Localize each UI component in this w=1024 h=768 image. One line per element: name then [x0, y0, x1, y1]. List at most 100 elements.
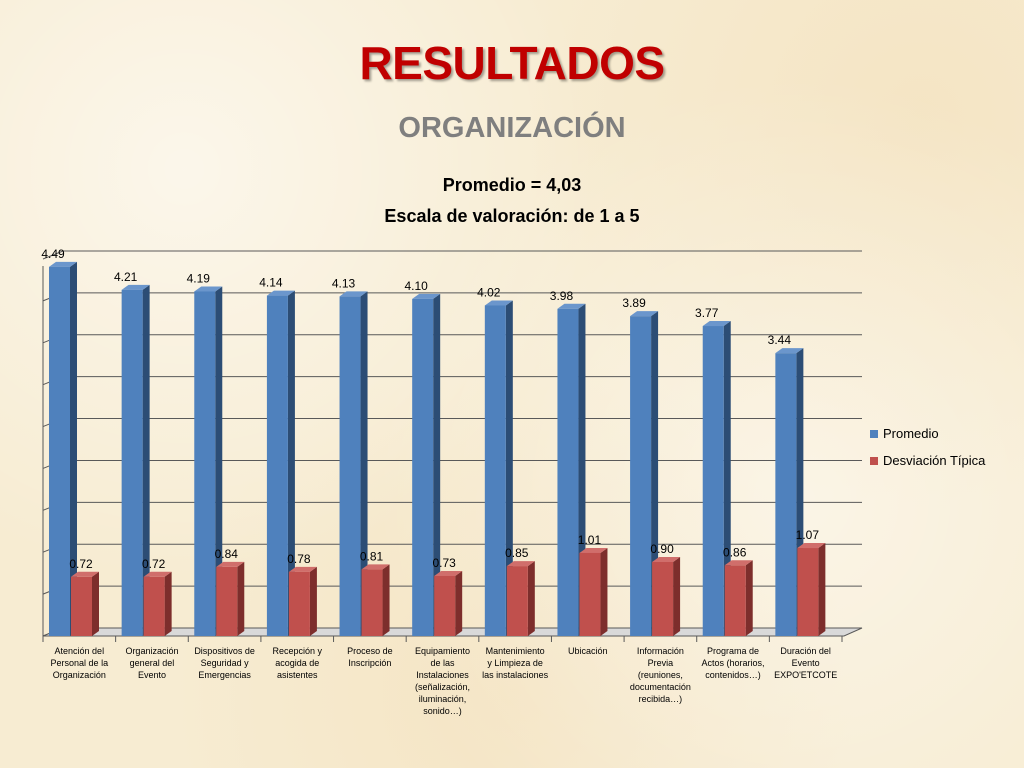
bar-promedio	[266, 295, 288, 636]
legend-swatch-desviacion	[870, 456, 878, 465]
chart-legend: Promedio Desviación Típica	[870, 426, 985, 480]
bar-desviacion-side	[745, 560, 753, 636]
category-label: Organización	[125, 646, 178, 656]
bar-desviacion	[143, 576, 165, 636]
legend-label-desviacion: Desviación Típica	[883, 453, 986, 468]
gridline-side	[42, 250, 64, 260]
category-label: contenidos…)	[705, 670, 761, 680]
bar-promedio-top	[194, 286, 223, 292]
data-label-desviacion: 0.78	[287, 552, 311, 566]
data-label-desviacion: 0.72	[142, 557, 166, 571]
data-label-promedio: 4.49	[41, 247, 65, 261]
category-label: (reuniones,	[638, 670, 683, 680]
data-label-promedio: 4.19	[187, 271, 211, 285]
bar-desviacion-side	[164, 571, 172, 636]
bar-promedio-top	[484, 300, 513, 306]
bar-promedio	[484, 305, 506, 636]
category-label: Información	[637, 646, 684, 656]
bar-desviacion-top	[288, 566, 317, 572]
bar-desviacion-side	[527, 561, 535, 636]
bar-promedio-top	[557, 303, 586, 309]
data-label-promedio: 3.98	[550, 289, 574, 303]
legend-label-promedio: Promedio	[883, 426, 939, 441]
category-label: Inscripción	[348, 658, 391, 668]
bar-promedio	[194, 291, 216, 636]
bar-desviacion-side	[382, 564, 390, 636]
data-label-desviacion: 0.73	[433, 556, 457, 570]
bar-desviacion-side	[92, 571, 99, 636]
data-label-promedio: 3.77	[695, 306, 719, 320]
bar-desviacion	[288, 571, 310, 636]
bar-promedio	[121, 289, 143, 636]
category-label: Instalaciones	[416, 670, 469, 680]
bar-desviacion-side	[600, 547, 608, 636]
data-label-promedio: 4.02	[477, 285, 501, 299]
bar-promedio-side	[142, 284, 150, 636]
data-label-desviacion: 1.07	[796, 528, 820, 542]
bar-desviacion-side	[673, 557, 681, 636]
bar-promedio-side	[70, 261, 77, 636]
data-label-promedio: 4.14	[259, 276, 283, 290]
bar-promedio	[630, 316, 652, 636]
bar-desviacion-top	[797, 543, 826, 549]
bar-promedio-top	[702, 321, 731, 327]
bar-promedio-side	[287, 290, 295, 636]
category-label: Duración del	[780, 646, 831, 656]
bar-promedio-side	[651, 311, 659, 636]
category-label: (señalización,	[415, 682, 470, 692]
data-label-desviacion: 0.90	[650, 542, 674, 556]
bar-desviacion-top	[434, 570, 463, 576]
bar-promedio	[49, 266, 70, 636]
category-label: Proceso de	[347, 646, 393, 656]
category-label: Organización	[53, 670, 106, 680]
slide-subtitle: ORGANIZACIÓN	[398, 112, 626, 144]
legend-item-promedio: Promedio	[870, 426, 985, 441]
bar-promedio	[702, 326, 724, 636]
legend-swatch-promedio	[870, 429, 878, 438]
bar-promedio-top	[630, 311, 659, 317]
bar-promedio-top	[339, 291, 368, 297]
category-label: Programa de	[707, 646, 759, 656]
bar-promedio-top	[412, 293, 441, 299]
data-label-desviacion: 0.81	[360, 549, 384, 563]
bar-desviacion-top	[71, 571, 99, 577]
category-label: iluminación,	[419, 694, 467, 704]
bar-promedio	[339, 296, 361, 636]
data-label-desviacion: 0.84	[215, 547, 239, 561]
data-label-desviacion: 0.85	[505, 546, 529, 560]
scale-caption: Escala de valoración: de 1 a 5	[384, 206, 640, 226]
legend-item-desviacion: Desviación Típica	[870, 453, 985, 468]
bar-promedio	[775, 353, 797, 636]
bar-promedio-top	[266, 290, 295, 296]
data-label-desviacion: 1.01	[578, 533, 602, 547]
category-label: Emergencias	[198, 670, 251, 680]
bar-desviacion-top	[506, 561, 535, 567]
bar-desviacion-side	[818, 543, 826, 636]
bar-desviacion-side	[455, 570, 463, 636]
category-label: Personal de la	[51, 658, 109, 668]
bar-desviacion	[216, 566, 238, 636]
bar-promedio-side	[360, 291, 368, 636]
bar-desviacion	[71, 576, 92, 636]
category-label: Atención del	[55, 646, 105, 656]
category-label: Previa	[648, 658, 674, 668]
data-label-desviacion: 0.86	[723, 545, 747, 559]
bar-desviacion	[434, 575, 456, 636]
bar-promedio-side	[433, 293, 441, 636]
data-label-promedio: 4.21	[114, 270, 138, 284]
category-label: Evento	[138, 670, 166, 680]
category-label: Dispositivos de	[194, 646, 255, 656]
bar-desviacion	[506, 566, 528, 636]
category-label: EXPO'ETCOTE	[774, 670, 837, 680]
bar-desviacion	[652, 562, 674, 636]
category-label: Actos (horarios,	[702, 658, 765, 668]
category-label: Mantenimiento	[486, 646, 545, 656]
category-label: Ubicación	[568, 646, 608, 656]
category-label: de las	[430, 658, 455, 668]
category-label: y Limpieza de	[487, 658, 543, 668]
category-label: sonido…)	[423, 706, 462, 716]
data-label-promedio: 3.44	[768, 333, 792, 347]
bar-desviacion-top	[361, 564, 390, 570]
category-label: documentación	[630, 682, 691, 692]
